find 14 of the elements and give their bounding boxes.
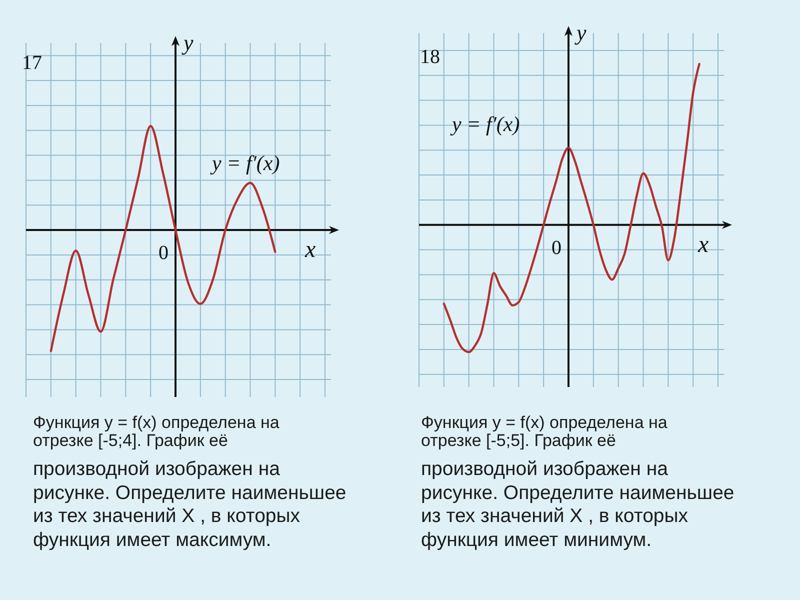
- text: y = f′(x): [450, 112, 520, 136]
- y-axis-title: y: [182, 30, 194, 55]
- text: Функция y = f(x) определена на отрезке [-5;4]. График её: [33, 413, 280, 450]
- text: производной изображен на рисунке. Определите наименьшее из тех значений X , в которых функция имеет максимум.: [33, 458, 348, 553]
- x-axis-title: x: [304, 237, 316, 264]
- y-axis-title: y: [574, 20, 586, 45]
- text: производной изображен на рисунке. Определите наименьшее из тех значений X , в которых функция имеет минимум.: [421, 458, 736, 553]
- series-label: y = f′(x): [210, 151, 280, 175]
- chart-title: 18: [420, 46, 440, 68]
- annotation: 0: [552, 236, 562, 259]
- chart-title: 17: [22, 52, 42, 74]
- x-axis-title: x: [697, 232, 709, 258]
- annotation: 0: [158, 242, 168, 264]
- text: Функция y = f(x) определена на отрезке [-5;5]. График её: [421, 413, 668, 450]
